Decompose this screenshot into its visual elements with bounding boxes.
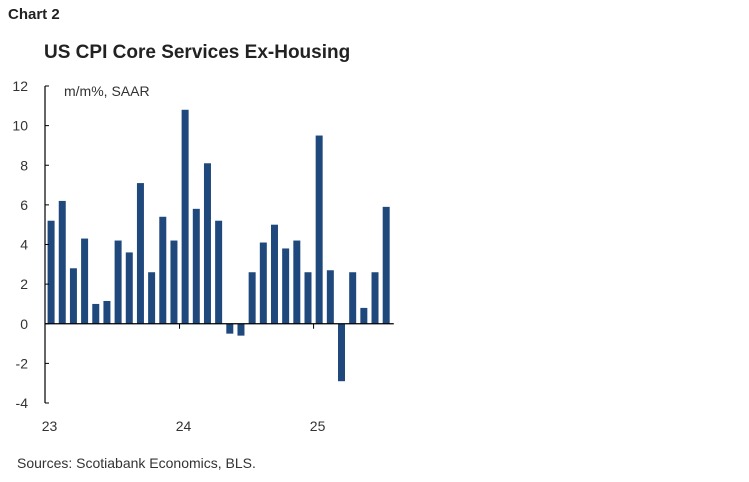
bar-Oct-23 (148, 272, 156, 324)
bar-Apr-23 (81, 238, 89, 324)
bar-Apr-25 (349, 272, 357, 324)
bar-May-24 (226, 323, 234, 334)
bar-May-23 (92, 303, 100, 324)
y-tick-label: -2 (16, 355, 29, 371)
y-tick-label: 0 (20, 316, 28, 332)
chart-number: Chart 2 (8, 6, 60, 23)
y-tick-label: 12 (12, 78, 28, 94)
bar-Dec-23 (170, 240, 178, 324)
y-tick-label: 10 (12, 118, 28, 134)
bar-May-25 (360, 307, 368, 324)
bar-Feb-24 (192, 208, 200, 324)
bar-Dec-24 (304, 272, 312, 324)
y-axis-label: m/m%, SAAR (64, 83, 150, 99)
bar-Feb-25 (326, 270, 334, 324)
bar-Apr-24 (215, 220, 223, 324)
bar-Nov-24 (293, 240, 301, 324)
bar-Mar-23 (69, 268, 77, 324)
x-tick-label: 24 (176, 418, 192, 434)
x-tick-label: 25 (310, 418, 326, 434)
y-tick-label: -4 (16, 395, 29, 411)
bar-Jul-23 (114, 240, 122, 324)
bar-Mar-25 (338, 323, 346, 382)
bar-Jan-23 (47, 220, 55, 324)
bar-Sep-24 (270, 224, 278, 324)
x-tick-label: 23 (42, 418, 58, 434)
bar-Jun-25 (371, 272, 379, 324)
y-tick-label: 4 (20, 237, 28, 253)
bar-Jul-25 (382, 206, 390, 324)
bar-Aug-24 (259, 242, 267, 324)
bar-Jan-24 (181, 109, 189, 324)
y-tick-label: 2 (20, 276, 28, 292)
bar-Jan-25 (315, 135, 323, 324)
bar-Jun-23 (103, 300, 111, 324)
bar-Feb-23 (58, 200, 66, 324)
bar-Jul-24 (248, 272, 256, 324)
y-tick-label: 8 (20, 157, 28, 173)
bar-Mar-24 (203, 163, 211, 324)
bar-Sep-23 (136, 183, 144, 324)
sources-note: Sources: Scotiabank Economics, BLS. (17, 455, 256, 471)
bar-Aug-23 (125, 252, 133, 324)
chart-title: US CPI Core Services Ex-Housing (44, 42, 351, 63)
bar-Jun-24 (237, 323, 245, 336)
bar-Oct-24 (282, 248, 290, 324)
bar-Nov-23 (159, 216, 167, 324)
y-tick-label: 6 (20, 197, 28, 213)
